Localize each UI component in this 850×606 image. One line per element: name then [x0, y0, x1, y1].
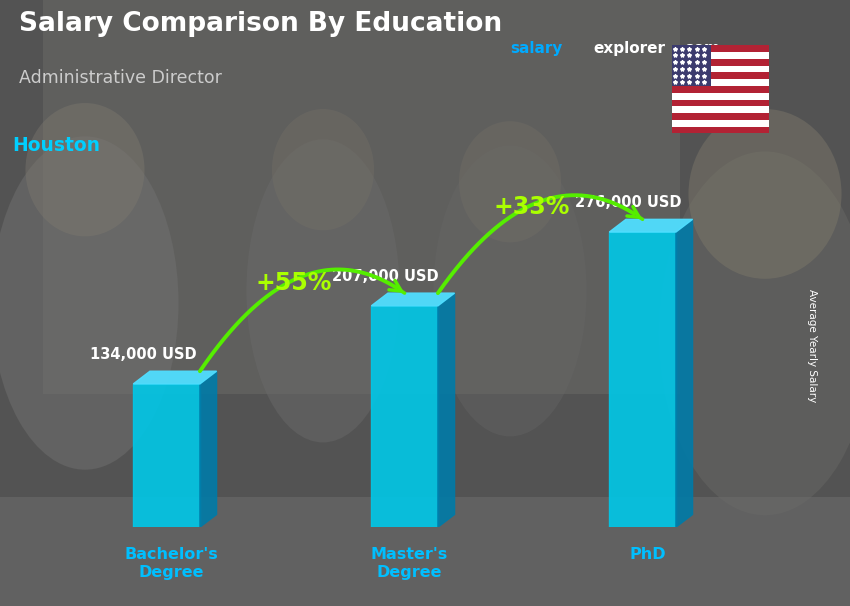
Text: +33%: +33%	[494, 195, 570, 219]
Polygon shape	[371, 306, 438, 527]
Polygon shape	[438, 293, 455, 527]
Text: Administrative Director: Administrative Director	[19, 69, 222, 87]
Polygon shape	[133, 384, 200, 527]
Bar	[672, 45, 769, 52]
Polygon shape	[200, 371, 217, 527]
Ellipse shape	[688, 109, 842, 279]
Text: 134,000 USD: 134,000 USD	[90, 347, 196, 362]
Polygon shape	[133, 371, 217, 384]
Ellipse shape	[434, 145, 586, 436]
Polygon shape	[609, 219, 693, 232]
Text: 207,000 USD: 207,000 USD	[332, 269, 439, 284]
Bar	[672, 86, 769, 93]
Ellipse shape	[26, 103, 144, 236]
Text: Salary Comparison By Education: Salary Comparison By Education	[19, 11, 501, 37]
Text: Bachelor's
Degree: Bachelor's Degree	[125, 547, 218, 579]
Text: .com: .com	[680, 41, 721, 56]
Bar	[42, 0, 680, 394]
Bar	[672, 120, 769, 127]
Bar	[672, 65, 769, 73]
Bar	[672, 106, 769, 113]
Text: 276,000 USD: 276,000 USD	[575, 195, 682, 210]
Bar	[672, 45, 711, 86]
Bar	[0, 497, 850, 606]
Bar	[672, 113, 769, 120]
Ellipse shape	[246, 139, 400, 442]
Text: PhD: PhD	[629, 547, 666, 562]
Ellipse shape	[459, 121, 561, 242]
Bar	[672, 59, 769, 65]
Text: Master's
Degree: Master's Degree	[371, 547, 448, 579]
Ellipse shape	[272, 109, 374, 230]
Polygon shape	[371, 293, 455, 306]
Bar	[672, 99, 769, 106]
Bar	[672, 127, 769, 133]
Ellipse shape	[0, 136, 178, 470]
Polygon shape	[609, 232, 676, 527]
Bar	[672, 52, 769, 59]
Text: +55%: +55%	[256, 271, 332, 295]
Text: Houston: Houston	[12, 136, 100, 155]
Bar	[672, 73, 769, 79]
Ellipse shape	[659, 152, 850, 515]
Bar	[672, 79, 769, 86]
Polygon shape	[676, 219, 693, 527]
Text: explorer: explorer	[593, 41, 666, 56]
Text: salary: salary	[510, 41, 563, 56]
Bar	[672, 93, 769, 99]
Text: Average Yearly Salary: Average Yearly Salary	[807, 289, 817, 402]
